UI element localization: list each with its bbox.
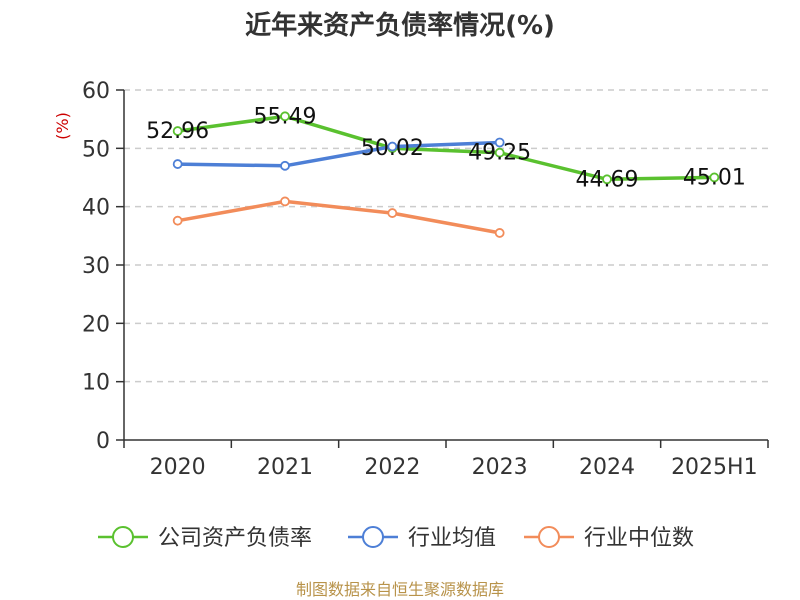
x-tick-label: 2024 [579,455,635,480]
data-label: 50.02 [361,136,424,161]
y-tick-label: 50 [82,137,110,162]
grid [124,89,768,383]
data-point [387,141,398,152]
y-tick-label: 0 [96,429,110,454]
data-label: 45.01 [683,165,746,190]
data-point [172,159,183,169]
data-point [387,208,398,218]
series-line [177,140,500,168]
series-line [177,199,501,235]
data-point [602,174,612,185]
data-label: 49.25 [468,141,531,166]
data-point [494,137,505,148]
data-point [172,215,183,226]
data-point [280,111,290,122]
legend-label: 行业中位数 [584,526,694,551]
x-tick-label: 2023 [472,455,528,480]
data-point [709,172,720,183]
x-tick-label: 2025H1 [671,455,758,480]
legend-label: 行业均值 [408,526,496,551]
data-label: 55.49 [254,104,317,129]
data-point [280,160,290,171]
y-axis-unit: (%) [53,112,72,140]
legend-label: 公司资产负债率 [158,526,312,551]
legend: 公司资产负债率 行业均值 行业中位数 [98,526,694,551]
chart-title: 近年来资产负债率情况(%) [245,10,555,41]
data-labels: 52.96 55.49 50.02 49.25 44.69 45.01 [146,104,746,192]
series-line [177,114,715,182]
data-point [494,147,505,158]
y-tick-label: 10 [82,371,110,396]
y-tick-label: 40 [82,196,110,221]
data-label: 52.96 [146,119,209,144]
axes: 0 10 20 30 40 50 60 2020 2021 2022 2023 2024 2025H1 [82,79,769,480]
x-tick-label: 2021 [257,455,313,480]
data-point [280,196,290,207]
legend-marker-icon [362,526,384,548]
y-tick-label: 20 [82,312,110,337]
x-tick-label: 2022 [364,455,420,480]
data-point [494,228,505,238]
series-layer [172,111,720,238]
y-tick-label: 60 [82,79,110,104]
legend-marker-icon [538,526,560,548]
data-point [172,126,183,136]
y-tick-label: 30 [82,254,110,279]
data-label: 44.69 [576,167,639,192]
x-tick-label: 2020 [150,455,206,480]
source-note: 制图数据来自恒生聚源数据库 [296,580,504,599]
legend-marker-icon [112,526,134,548]
